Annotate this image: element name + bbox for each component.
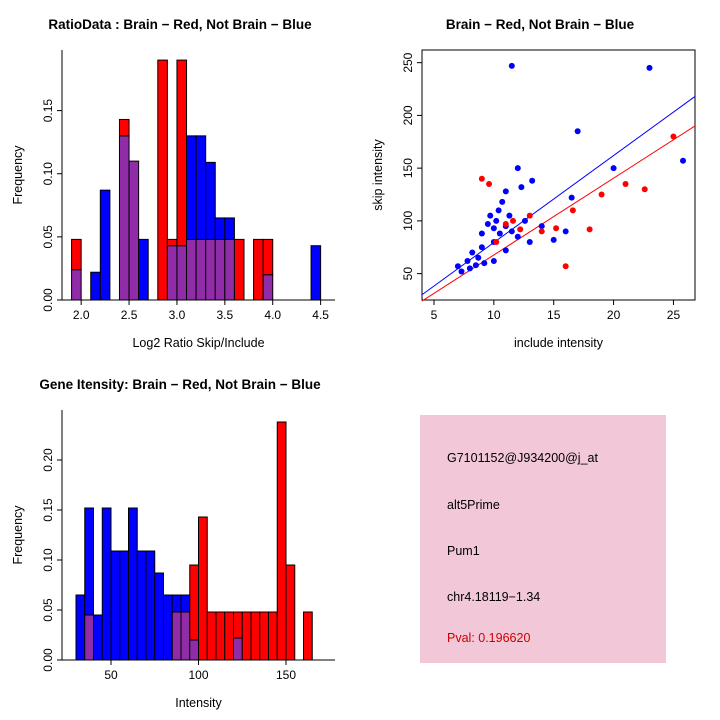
svg-text:0.00: 0.00 <box>41 288 55 312</box>
panel-gene-info: G7101152@J934200@j_at alt5Prime Pum1 chr… <box>360 360 720 720</box>
intensity-scatter-plot: 5 10 15 20 25 50 100 150 200 250 include intensity… <box>371 49 696 350</box>
chromosome-location-text: chr4.18119−1.34 <box>447 590 541 604</box>
panel-intensity-scatter: Brain − Red, Not Brain − Blue 5 10 15 20 25 5… <box>360 0 720 360</box>
svg-text:Frequency: Frequency <box>11 505 25 565</box>
svg-text:3.5: 3.5 <box>216 308 233 322</box>
svg-text:Log2 Ratio Skip/Include: Log2 Ratio Skip/Include <box>132 336 264 350</box>
gene-info-box: G7101152@J934200@j_at alt5Prime Pum1 chr… <box>420 415 666 663</box>
svg-text:skip intensity: skip intensity <box>371 138 385 210</box>
svg-text:50: 50 <box>401 267 415 281</box>
svg-text:4.5: 4.5 <box>312 308 329 322</box>
probe-id-text: G7101152@J934200@j_at <box>447 451 598 465</box>
svg-text:4.0: 4.0 <box>264 308 281 322</box>
svg-text:0.20: 0.20 <box>41 448 55 472</box>
intensity-scatter-title: Brain − Red, Not Brain − Blue <box>445 17 635 32</box>
svg-text:50: 50 <box>104 668 118 682</box>
svg-text:0.15: 0.15 <box>41 99 55 123</box>
svg-text:3.0: 3.0 <box>169 308 186 322</box>
svg-text:150: 150 <box>401 158 415 178</box>
svg-text:250: 250 <box>401 52 415 72</box>
svg-text:25: 25 <box>667 308 681 322</box>
gene-name-text: Pum1 <box>447 544 480 558</box>
pvalue-text: Pval: 0.196620 <box>447 631 531 645</box>
svg-text:0.05: 0.05 <box>41 598 55 622</box>
svg-text:5: 5 <box>431 308 438 322</box>
svg-text:20: 20 <box>607 308 621 322</box>
svg-text:15: 15 <box>547 308 561 322</box>
panel-ratio-histogram: RatioData : Brain − Red, Not Brain − Blu… <box>0 0 360 360</box>
svg-text:Frequency: Frequency <box>11 145 25 205</box>
svg-text:0.05: 0.05 <box>41 225 55 249</box>
ratio-histogram-title: RatioData : Brain − Red, Not Brain − Blu… <box>48 17 312 32</box>
gene-intensity-histogram-title: Gene Itensity: Brain − Red, Not Brain − … <box>39 377 321 392</box>
svg-text:0.10: 0.10 <box>41 162 55 186</box>
svg-text:100: 100 <box>188 668 208 682</box>
gene-intensity-histogram-plot: 50 100 150 0.00 0.05 0.10 0.15 0.20 Intensity Fre… <box>11 410 335 710</box>
svg-text:2.0: 2.0 <box>73 308 90 322</box>
svg-text:0.00: 0.00 <box>41 648 55 672</box>
svg-text:150: 150 <box>276 668 296 682</box>
svg-text:0.10: 0.10 <box>41 548 55 572</box>
svg-text:0.15: 0.15 <box>41 498 55 522</box>
svg-text:10: 10 <box>487 308 501 322</box>
ratio-histogram-plot: 2.0 2.5 3.0 3.5 4.0 4.5 0.00 0.05 0.10 0.15 Log2 R… <box>11 50 335 350</box>
svg-text:Intensity: Intensity <box>175 696 222 710</box>
svg-text:200: 200 <box>401 105 415 125</box>
svg-text:include intensity: include intensity <box>514 336 604 350</box>
splice-type-text: alt5Prime <box>447 498 500 512</box>
panel-gene-intensity-histogram: Gene Itensity: Brain − Red, Not Brain − … <box>0 360 360 720</box>
svg-text:2.5: 2.5 <box>121 308 138 322</box>
svg-text:100: 100 <box>401 211 415 231</box>
